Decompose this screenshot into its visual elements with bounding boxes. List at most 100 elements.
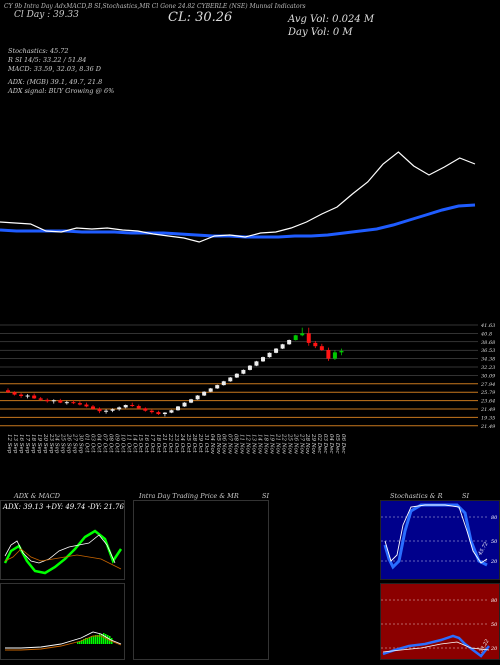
- price-level-label: 19.35: [481, 415, 495, 421]
- candle-body: [58, 400, 63, 403]
- macd-histogram-bar: [105, 634, 107, 644]
- date-label: 18 Sep: [30, 434, 36, 454]
- date-label: 19 Sep: [36, 434, 42, 454]
- candle-body: [45, 399, 50, 402]
- stoch-k-line: [383, 503, 488, 570]
- ma-short-line: [0, 151, 476, 243]
- candle-body: [261, 357, 265, 362]
- date-label: 22 Oct: [167, 433, 173, 453]
- date-label: 24 Sep: [54, 433, 60, 454]
- candle-body: [38, 398, 43, 400]
- candle-body: [287, 340, 292, 345]
- date-label: 17 Sep: [24, 434, 30, 454]
- date-label: 25 Sep: [60, 433, 66, 454]
- date-label: 27 Sep: [72, 433, 78, 454]
- date-label: 22 Nov: [280, 433, 286, 455]
- adx-readout: ADX: (MGB) 39.1, 49.7, 21.8: [8, 78, 103, 86]
- price-level-lines: 41.63 40.8 38.68 36.53 34.38 32.23 30.09 27.94 2…: [0, 323, 496, 430]
- date-label: 03 Dec: [322, 434, 328, 454]
- candle-body: [319, 346, 324, 350]
- avg-volume-label: Avg Vol: 0.024 M: [288, 14, 375, 25]
- price-level-label: 27.94: [480, 382, 495, 388]
- adx-panel-title: ADX & MACD: [14, 492, 60, 500]
- date-label: 25 Oct: [185, 433, 191, 453]
- date-label: 06 Dec: [340, 434, 346, 454]
- rsi-readout: R SI 14/5: 33.22 / 51.84: [8, 56, 87, 64]
- date-label: 28 Nov: [304, 433, 310, 455]
- chart-header-line: CY 9b Intra Day AdxMACD,B SI,Stochastics…: [4, 3, 306, 10]
- adx-signal-readout: ADX signal: BUY Growing @ 6%: [8, 87, 115, 95]
- candle-body: [32, 395, 37, 399]
- main-price-chart: 41.63 40.8 38.68 36.53 34.38 32.23 30.09 27.94 2…: [0, 151, 496, 455]
- date-label: 24 Oct: [179, 433, 185, 453]
- date-label: 02 Dec: [316, 434, 322, 454]
- price-level-label: 40.8: [480, 331, 492, 337]
- candle-body: [254, 361, 259, 366]
- macd-histogram-bar: [99, 634, 101, 644]
- candle-body: [104, 410, 109, 412]
- candle-body: [182, 402, 187, 407]
- date-label: 23 Oct: [173, 433, 179, 453]
- date-label: 11 Oct: [125, 434, 131, 453]
- date-label: 11 Nov: [239, 434, 245, 455]
- candle-body: [123, 405, 128, 408]
- stoch-level-label: 20: [490, 559, 498, 565]
- date-label: 13 Sep: [12, 434, 18, 454]
- candle-body: [241, 369, 246, 374]
- price-level-label: 21.49: [480, 424, 496, 430]
- rsi-level-label: 50: [491, 622, 498, 628]
- day-volume-label: Day Vol: 0 M: [288, 27, 353, 38]
- macd-histogram-bar: [101, 634, 103, 644]
- candle-body: [77, 403, 82, 405]
- date-label: 12 Sep: [6, 434, 12, 454]
- macd-histogram-bar: [103, 633, 105, 644]
- candle-body: [162, 412, 167, 415]
- date-label: 18 Nov: [263, 434, 269, 455]
- rsi-level-label: 20: [490, 646, 498, 652]
- candlesticks: [6, 327, 344, 417]
- adx-panel-values: ADX: 39.13 +DY: 49.74 -DY: 21.76: [3, 503, 124, 511]
- date-label: 30 Sep: [78, 434, 84, 454]
- price-level-label: 23.64: [480, 399, 495, 405]
- candle-body: [84, 404, 89, 407]
- intraday-panel: [133, 500, 269, 660]
- candle-body: [19, 394, 24, 397]
- date-label: 16 Oct: [143, 434, 149, 453]
- stochastics-panel-si: SI: [462, 492, 470, 500]
- candle-body: [274, 348, 279, 353]
- date-label: 12 Nov: [245, 434, 251, 455]
- candle-body: [195, 395, 200, 400]
- date-label: 06 Nov: [221, 434, 227, 455]
- date-label: 13 Nov: [251, 434, 257, 455]
- date-label: 27 Nov: [298, 433, 304, 455]
- candle-body: [247, 365, 252, 370]
- price-level-label: 38.68: [481, 340, 495, 346]
- candle-body: [91, 406, 95, 409]
- date-label: 07 Oct: [101, 434, 107, 453]
- candle-body: [176, 406, 180, 411]
- macd-histogram-bar: [97, 635, 99, 644]
- candle-body: [130, 405, 135, 407]
- candle-body: [202, 391, 207, 396]
- candle-body: [267, 352, 272, 358]
- adx-plot: [3, 529, 123, 575]
- candle-body: [143, 408, 148, 411]
- candle-body: [64, 402, 69, 404]
- macd-histogram-bar: [81, 640, 83, 644]
- date-label: 10 Oct: [119, 434, 125, 453]
- stochastics-panel-title: Stochastics & R: [390, 492, 443, 500]
- macd-histogram-bar: [93, 636, 95, 644]
- candle-body: [25, 395, 30, 397]
- minus-di-line: [4, 548, 122, 570]
- date-label: 15 Oct: [137, 434, 143, 453]
- candle-body: [215, 385, 220, 389]
- candle-body: [332, 352, 337, 359]
- date-label: 21 Nov: [274, 433, 280, 455]
- price-level-label: 30.09: [481, 373, 496, 379]
- moving-averages: [0, 151, 476, 243]
- date-label: 19 Nov: [269, 434, 275, 455]
- candle-body: [208, 388, 213, 392]
- candle-body: [6, 390, 10, 393]
- close-price-label: CL: 30.26: [168, 10, 233, 25]
- date-label: 21 Oct: [161, 433, 167, 453]
